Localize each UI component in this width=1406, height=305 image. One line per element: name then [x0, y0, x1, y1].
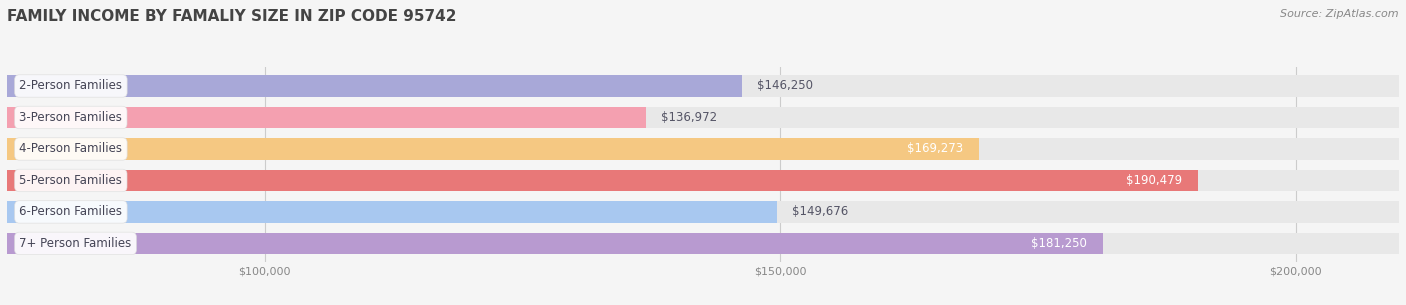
Bar	[7, 201, 778, 223]
Text: 6-Person Families: 6-Person Families	[20, 206, 122, 218]
Bar	[7, 138, 1399, 160]
Bar	[7, 233, 1399, 254]
Text: 2-Person Families: 2-Person Families	[20, 80, 122, 92]
Bar	[7, 138, 979, 160]
Text: $146,250: $146,250	[756, 80, 813, 92]
Bar	[7, 233, 1102, 254]
Text: $149,676: $149,676	[793, 206, 849, 218]
Bar	[7, 75, 742, 97]
Bar	[7, 107, 1399, 128]
Bar	[7, 75, 1399, 97]
Text: 4-Person Families: 4-Person Families	[20, 142, 122, 156]
Text: $136,972: $136,972	[661, 111, 717, 124]
Bar	[7, 170, 1399, 191]
Bar	[7, 170, 1198, 191]
Text: 7+ Person Families: 7+ Person Families	[20, 237, 132, 250]
Text: Source: ZipAtlas.com: Source: ZipAtlas.com	[1281, 9, 1399, 19]
Bar	[7, 107, 645, 128]
Text: FAMILY INCOME BY FAMALIY SIZE IN ZIP CODE 95742: FAMILY INCOME BY FAMALIY SIZE IN ZIP COD…	[7, 9, 457, 24]
Text: 3-Person Families: 3-Person Families	[20, 111, 122, 124]
Text: $190,479: $190,479	[1126, 174, 1182, 187]
Text: 5-Person Families: 5-Person Families	[20, 174, 122, 187]
Text: $181,250: $181,250	[1031, 237, 1087, 250]
Bar	[7, 201, 1399, 223]
Text: $169,273: $169,273	[907, 142, 963, 156]
